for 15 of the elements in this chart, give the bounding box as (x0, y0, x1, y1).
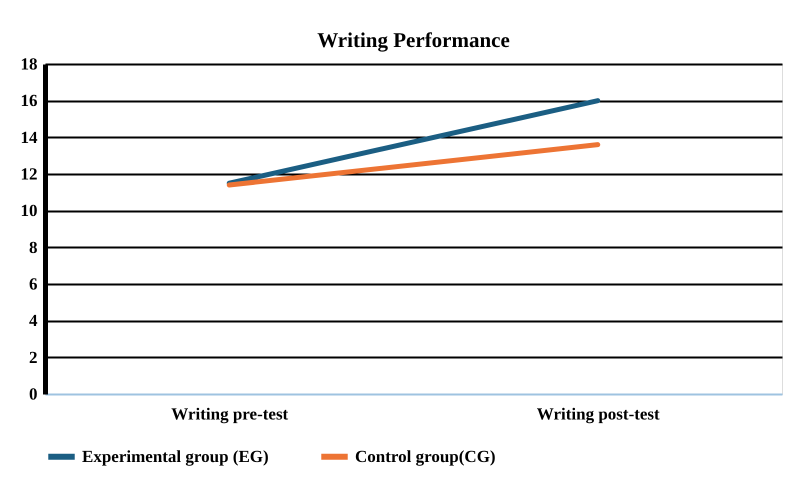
y-tick-label: 6 (29, 274, 38, 294)
y-tick-label: 4 (29, 311, 38, 330)
legend-label: Control group(CG) (355, 446, 496, 466)
y-tick-label: 16 (20, 91, 38, 110)
y-tick-label: 0 (29, 384, 38, 404)
y-tick-label: 18 (20, 54, 38, 74)
y-tick-label: 10 (20, 201, 38, 220)
y-tick-label: 8 (29, 238, 38, 257)
x-tick-label: Writing pre-test (171, 404, 289, 424)
y-tick-label: 12 (20, 164, 38, 184)
y-tick-label: 2 (29, 348, 38, 367)
chart-title: Writing Performance (317, 28, 510, 52)
legend-label: Experimental group (EG) (82, 446, 269, 466)
x-tick-label: Writing post-test (536, 404, 660, 424)
y-tick-label: 14 (20, 128, 38, 147)
